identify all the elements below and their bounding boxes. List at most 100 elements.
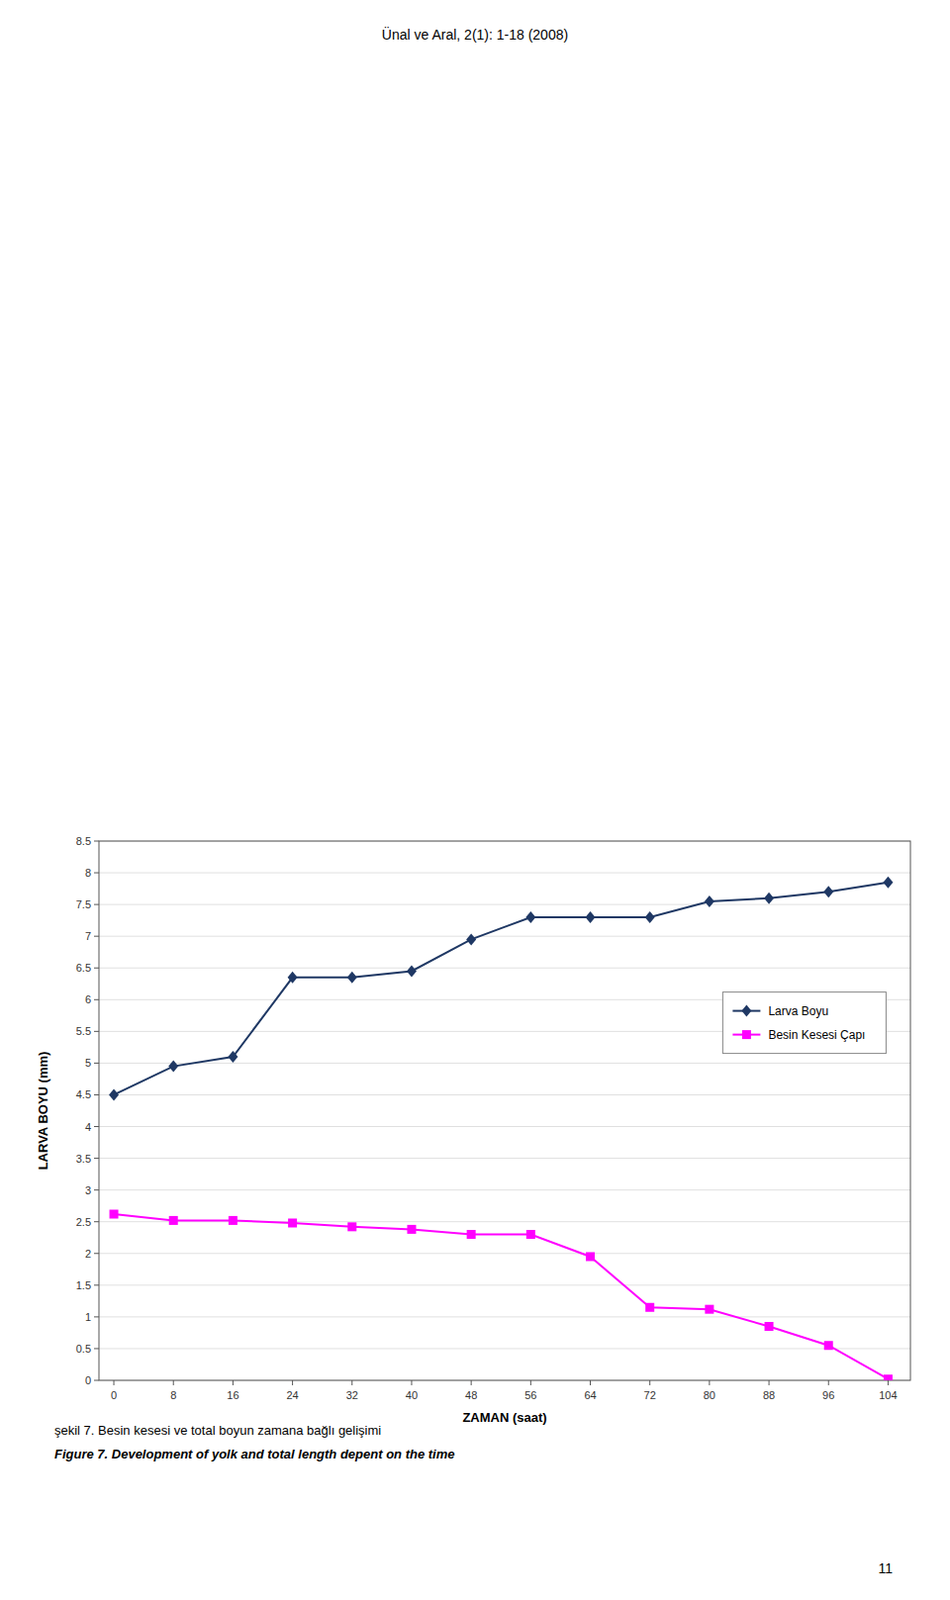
x-tick bbox=[113, 1380, 115, 1386]
grid-line bbox=[98, 1094, 911, 1096]
grid-line bbox=[98, 1252, 911, 1254]
grid-line bbox=[98, 1157, 911, 1159]
y-tick bbox=[94, 1031, 99, 1033]
x-tick bbox=[173, 1380, 175, 1386]
x-tick-label: 8 bbox=[170, 1389, 177, 1402]
point bbox=[227, 1050, 238, 1063]
point bbox=[168, 1060, 179, 1073]
point bbox=[883, 1374, 893, 1381]
grid-line bbox=[98, 1189, 911, 1191]
plot-frame bbox=[98, 841, 911, 1381]
y-tick bbox=[94, 1252, 99, 1254]
x-tick bbox=[828, 1380, 830, 1386]
plot-background bbox=[98, 841, 911, 1381]
grid-line bbox=[98, 1347, 911, 1349]
y-tick bbox=[94, 1316, 99, 1318]
x-tick bbox=[291, 1380, 293, 1386]
x-tick bbox=[351, 1380, 353, 1386]
y-tick-label: 6.5 bbox=[76, 961, 92, 974]
page: {"header": "Ünal ve Aral, 2(1): 1-18 (20… bbox=[0, 0, 950, 1600]
point bbox=[467, 1230, 476, 1239]
y-tick bbox=[94, 967, 99, 969]
point bbox=[526, 1230, 536, 1239]
y-tick-label: 7 bbox=[85, 930, 92, 943]
point bbox=[466, 933, 476, 946]
legend-label: Besin Kesesi Çapı bbox=[767, 1028, 865, 1043]
x-tick bbox=[410, 1380, 412, 1386]
y-tick-label: 4 bbox=[85, 1121, 92, 1134]
x-tick-label: 64 bbox=[583, 1389, 596, 1402]
y-tick bbox=[94, 1157, 99, 1159]
y-axis-label: LARVA BOYU (mm) bbox=[35, 1051, 51, 1171]
point bbox=[228, 1216, 238, 1226]
y-tick bbox=[94, 999, 99, 1001]
point bbox=[585, 1251, 595, 1261]
grid-line bbox=[98, 904, 911, 906]
x-tick bbox=[232, 1380, 234, 1386]
plot-data bbox=[108, 876, 893, 1381]
y-tick-label: 4.5 bbox=[76, 1088, 92, 1101]
grid-line bbox=[98, 1284, 911, 1286]
legend-marker bbox=[741, 1005, 752, 1018]
y-tick bbox=[94, 1126, 99, 1128]
y-tick bbox=[94, 1380, 99, 1382]
point bbox=[645, 1303, 655, 1313]
y-tick-label: 5.5 bbox=[76, 1025, 92, 1038]
y-tick-label: 3.5 bbox=[76, 1152, 92, 1165]
page-canvas: Ünal ve Aral, 2(1): 1-18 (2008)00.511.52… bbox=[0, 0, 950, 1600]
point bbox=[645, 911, 656, 924]
x-axis-label: ZAMAN (saat) bbox=[462, 1410, 547, 1425]
grid-line bbox=[98, 1316, 911, 1318]
x-tick bbox=[768, 1380, 770, 1386]
grid-line bbox=[98, 936, 911, 938]
x-tick bbox=[649, 1380, 651, 1386]
y-tick bbox=[94, 872, 99, 874]
point bbox=[108, 1088, 119, 1101]
y-tick bbox=[94, 1094, 99, 1096]
point bbox=[823, 885, 834, 898]
x-tick bbox=[530, 1380, 532, 1386]
y-tick-label: 8.5 bbox=[76, 835, 92, 848]
legend-label: Larva Boyu bbox=[767, 1004, 829, 1019]
y-tick-label: 3 bbox=[85, 1184, 92, 1197]
x-tick-label: 88 bbox=[762, 1389, 775, 1402]
x-tick-label: 104 bbox=[878, 1389, 897, 1402]
x-tick bbox=[589, 1380, 591, 1386]
grid-line bbox=[98, 872, 911, 874]
legend-marker bbox=[742, 1030, 752, 1040]
y-tick-label: 1.5 bbox=[76, 1279, 92, 1292]
point bbox=[585, 911, 596, 924]
point bbox=[287, 1218, 297, 1228]
point bbox=[763, 892, 774, 905]
caption: şekil 7. Besin kesesi ve total boyun zam… bbox=[54, 1423, 381, 1438]
point bbox=[347, 1222, 357, 1232]
y-tick bbox=[94, 841, 99, 843]
y-tick-label: 0.5 bbox=[76, 1342, 92, 1355]
x-tick-label: 72 bbox=[644, 1389, 657, 1402]
y-tick-label: 2.5 bbox=[76, 1216, 92, 1229]
y-tick bbox=[94, 904, 99, 906]
y-axis: 00.511.522.533.544.555.566.577.588.5 bbox=[76, 835, 99, 1387]
series-line bbox=[113, 882, 888, 1096]
grid bbox=[98, 841, 911, 1381]
x-tick-label: 80 bbox=[703, 1389, 716, 1402]
x-axis: 081624324048566472808896104 bbox=[110, 1380, 898, 1402]
y-tick bbox=[94, 1284, 99, 1286]
x-tick bbox=[708, 1380, 710, 1386]
legend-frame bbox=[722, 992, 886, 1054]
y-tick-label: 0 bbox=[85, 1374, 92, 1387]
point bbox=[525, 911, 536, 924]
point bbox=[109, 1210, 119, 1220]
caption: Figure 7. Development of yolk and total … bbox=[54, 1446, 455, 1462]
point bbox=[169, 1216, 179, 1226]
point bbox=[764, 1322, 774, 1331]
point bbox=[882, 876, 893, 889]
y-tick-label: 1 bbox=[85, 1311, 92, 1324]
x-tick-label: 32 bbox=[346, 1389, 359, 1402]
y-tick-label: 2 bbox=[85, 1247, 92, 1260]
y-tick bbox=[94, 1221, 99, 1223]
grid-line bbox=[98, 1126, 911, 1128]
legend: Larva Boyu Besin Kesesi Çapı bbox=[722, 992, 886, 1054]
y-tick bbox=[94, 1062, 99, 1064]
point bbox=[287, 971, 298, 984]
